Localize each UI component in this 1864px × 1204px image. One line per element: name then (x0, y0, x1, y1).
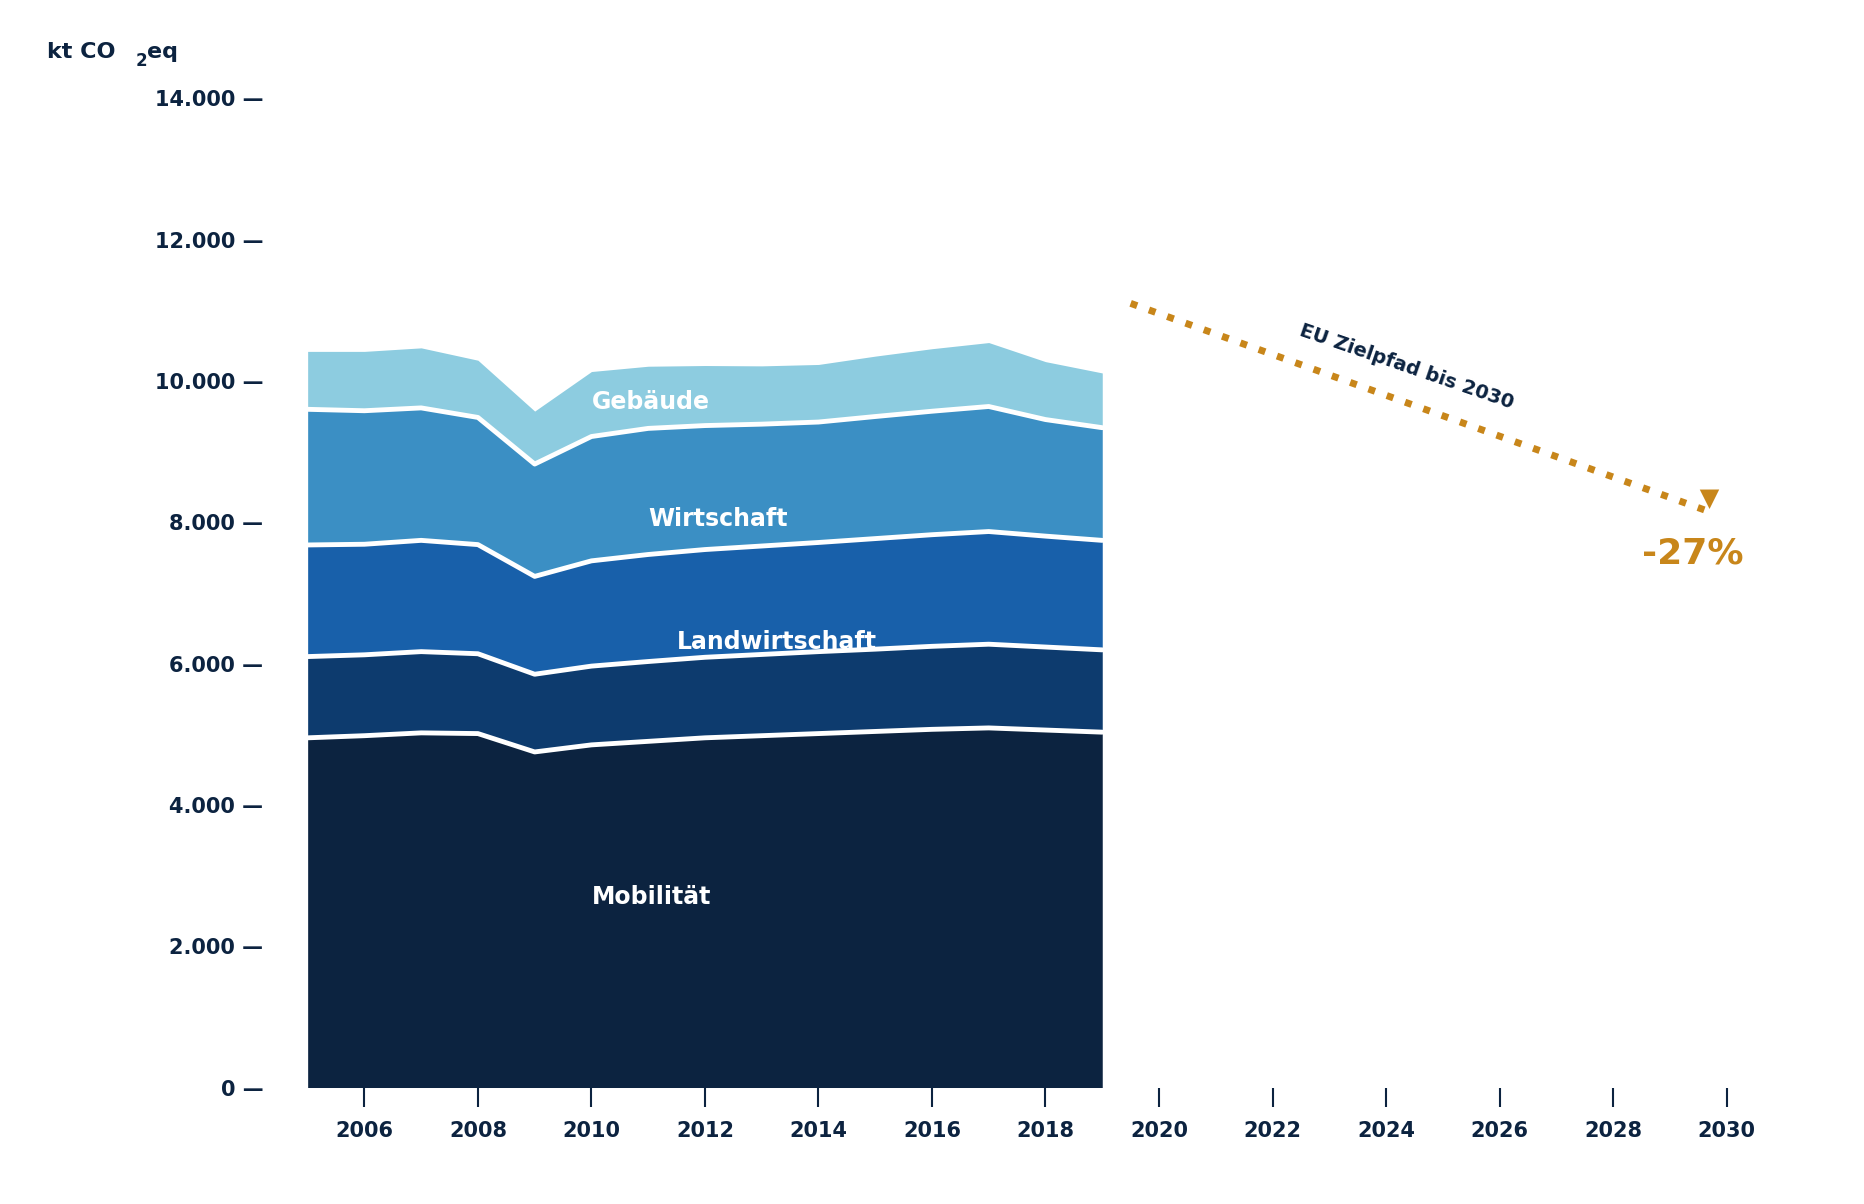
Text: -27%: -27% (1642, 537, 1743, 571)
Text: EU Zielpfad bis 2030: EU Zielpfad bis 2030 (1297, 321, 1515, 413)
Text: eq: eq (147, 42, 179, 63)
Text: Energieversorgung: Energieversorgung (733, 249, 988, 273)
Text: 2: 2 (136, 52, 147, 70)
Text: Mobilität: Mobilität (591, 885, 710, 909)
Text: kt CO: kt CO (47, 42, 116, 63)
Text: Wirtschaft: Wirtschaft (649, 507, 788, 531)
Text: Gebäude: Gebäude (591, 390, 710, 414)
Text: Landwirtschaft: Landwirtschaft (677, 631, 876, 655)
